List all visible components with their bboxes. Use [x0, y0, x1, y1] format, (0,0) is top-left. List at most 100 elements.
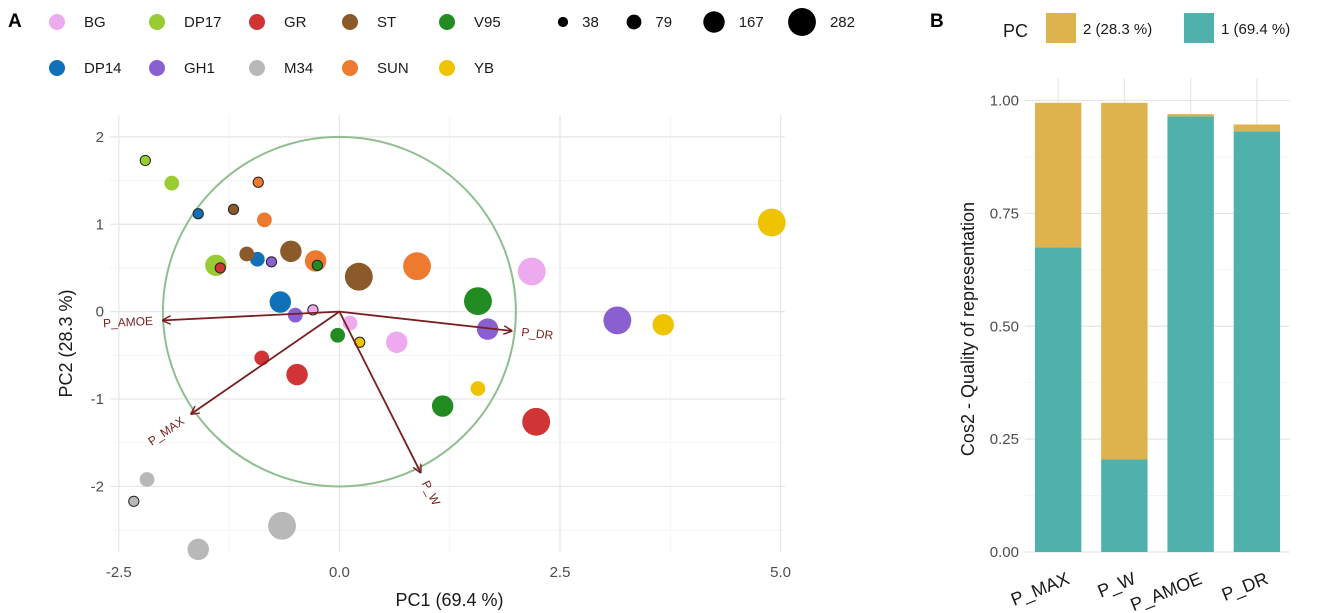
vector-p_amoe — [163, 310, 340, 321]
size-legend-label: 167 — [739, 14, 764, 31]
bar-segment-p_w — [1101, 102, 1148, 460]
y-tick-label: 0.00 — [990, 544, 1019, 561]
point-st — [344, 262, 373, 291]
size-legend-key — [626, 14, 642, 30]
legend-title: PC — [1003, 21, 1028, 41]
legend-label-sun: SUN — [377, 60, 409, 77]
size-legend-label: 79 — [655, 14, 672, 31]
bar-segment-p_max — [1034, 102, 1082, 248]
bar-segment-p_amoe — [1167, 116, 1214, 552]
legend-key-m34 — [249, 60, 265, 76]
x-tick-label-p_amoe: P_AMOE — [1128, 568, 1205, 613]
size-legend-key — [703, 11, 725, 33]
vector-label-p_w: P_W — [419, 478, 444, 508]
point-m34 — [128, 495, 140, 507]
point-bg — [386, 331, 408, 353]
legend-label-bg: BG — [84, 14, 106, 31]
vector-label-p_dr: P_DR — [521, 325, 555, 343]
vector-label-p_amoe: P_AMOE — [103, 314, 154, 330]
legend-label-v95: V95 — [474, 14, 501, 31]
x-tick-label-p_max: P_MAX — [1008, 568, 1072, 610]
y-tick-label: 2 — [96, 129, 104, 146]
size-legend-label: 282 — [830, 14, 855, 31]
point-gh1 — [265, 256, 278, 268]
point-sun — [403, 252, 431, 281]
point-gh1 — [287, 307, 303, 323]
pca-biplot: -2.5 0.0 2.5 5.0 -2 -1 0 1 2 PC1 (69.4 %) PC2 (28.… — [56, 115, 791, 610]
point-gr — [214, 262, 226, 274]
point-m34 — [187, 538, 209, 561]
vector-label-p_max: P_MAX — [145, 414, 186, 449]
y-axis-title: PC2 (28.3 %) — [56, 289, 76, 397]
point-m34 — [139, 472, 155, 487]
legend-key-yb — [439, 60, 455, 76]
legend-label-gr: GR — [284, 14, 307, 31]
legend-key-v95 — [439, 14, 455, 30]
panel-a-letter: A — [8, 11, 22, 32]
point-v95 — [431, 395, 454, 417]
x-axis-title: PC1 (69.4 %) — [395, 590, 503, 610]
bar-segment-p_w — [1101, 459, 1148, 552]
point-v95 — [464, 287, 492, 316]
point-sun — [252, 176, 264, 188]
bar-segment-p_dr — [1233, 131, 1281, 553]
legend-key-st — [342, 14, 358, 30]
point-st — [239, 246, 255, 262]
x-tick-label: -2.5 — [106, 564, 132, 581]
y-tick-label: 1.00 — [990, 93, 1019, 110]
y-tick-label: 0.25 — [990, 431, 1019, 448]
x-tick-label: 2.5 — [550, 564, 571, 581]
point-dp17 — [164, 175, 180, 191]
x-tick-label: 5.0 — [770, 564, 791, 581]
size-legend-label: 38 — [582, 14, 599, 31]
point-gr — [522, 407, 551, 436]
legend-key-dp17 — [149, 14, 165, 30]
legend-key-dp14 — [49, 60, 65, 76]
bar-segment-p_amoe — [1167, 114, 1214, 117]
point-m34 — [268, 511, 296, 540]
point-gr — [286, 363, 308, 386]
x-tick-label: 0.0 — [329, 564, 350, 581]
size-legend-key — [557, 16, 569, 28]
legend-label-yb: YB — [474, 60, 494, 77]
legend-key-gh1 — [149, 60, 165, 76]
bar-segment-p_max — [1034, 247, 1082, 553]
pca-legend: BG DP17 GR ST V95 DP14 GH1 M34 SUN YB 38 79 167 282 — [49, 8, 855, 77]
legend-key-sun — [342, 60, 358, 76]
correlation-circle — [161, 135, 517, 488]
legend-label-m34: M34 — [284, 60, 313, 77]
x-tick-label-p_dr: P_DR — [1219, 568, 1271, 605]
point-st — [227, 203, 240, 216]
legend-key-bg — [49, 14, 65, 30]
y-tick-label: 0 — [96, 304, 104, 321]
point-gh1 — [476, 318, 499, 340]
bar-segment-p_dr — [1233, 124, 1281, 132]
y-tick-label: 0.75 — [990, 205, 1019, 222]
point-sun — [257, 212, 272, 228]
point-dp14 — [269, 291, 292, 313]
point-dp14 — [192, 208, 204, 220]
legend-label-gh1: GH1 — [184, 60, 215, 77]
vector-p_dr — [339, 310, 511, 331]
point-dp17 — [139, 154, 151, 167]
legend-label-st: ST — [377, 14, 396, 31]
point-yb — [757, 208, 786, 237]
y-tick-label: -2 — [91, 478, 104, 495]
cos2-legend: PC 2 (28.3 %) 1 (69.4 %) — [1003, 13, 1290, 43]
panel-b-letter: B — [930, 11, 944, 32]
legend-label-dp14: DP14 — [84, 60, 122, 77]
legend-label-pc2: 2 (28.3 %) — [1083, 21, 1152, 38]
point-bg — [517, 257, 546, 286]
point-gh1 — [603, 306, 632, 335]
y-tick-label: -1 — [91, 391, 104, 408]
legend-key-pc1 — [1184, 13, 1214, 43]
size-legend-key — [788, 8, 816, 36]
point-v95 — [311, 259, 323, 271]
legend-key-gr — [249, 14, 265, 30]
y-axis-title: Cos2 - Quality of representation — [958, 202, 978, 456]
legend-label-dp17: DP17 — [184, 14, 222, 31]
cos2-bar-chart: 0.000.250.500.751.00P_MAX P_WP_AMOE P_DRCo… — [958, 78, 1290, 613]
point-yb — [652, 314, 674, 336]
legend-label-pc1: 1 (69.4 %) — [1221, 21, 1290, 38]
